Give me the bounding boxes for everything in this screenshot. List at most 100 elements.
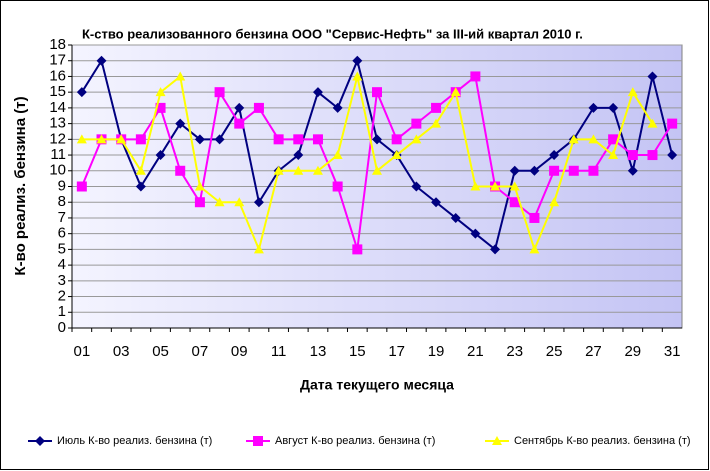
marker <box>627 165 638 176</box>
marker <box>253 244 264 254</box>
marker <box>549 197 560 207</box>
x-tick-label: 17 <box>388 343 405 360</box>
legend-label: Июль К-во реализ. бензина (т) <box>57 435 212 447</box>
x-tick-label: 21 <box>467 343 484 360</box>
marker <box>391 134 402 145</box>
marker <box>253 102 264 113</box>
marker <box>312 87 323 98</box>
marker <box>588 134 599 144</box>
x-tick-label: 01 <box>73 343 90 360</box>
y-tick-label: 16 <box>49 67 66 84</box>
marker <box>293 165 304 175</box>
marker <box>293 150 304 161</box>
marker <box>135 165 146 175</box>
marker <box>273 134 284 145</box>
marker <box>214 87 225 98</box>
marker <box>391 150 402 160</box>
y-tick-label: 7 <box>58 209 66 226</box>
marker <box>608 150 619 160</box>
marker <box>588 165 599 176</box>
y-tick-label: 18 <box>49 36 66 53</box>
marker <box>352 55 363 66</box>
marker <box>470 181 481 191</box>
marker <box>253 197 264 208</box>
marker <box>155 102 166 113</box>
marker <box>116 134 127 144</box>
y-tick-label: 17 <box>49 52 66 69</box>
marker <box>549 150 560 161</box>
marker <box>529 212 540 223</box>
marker <box>431 102 442 113</box>
chart-title: К-ство реализованного бензина ООО "Серви… <box>82 26 583 41</box>
x-tick-label: 19 <box>428 343 445 360</box>
marker <box>155 150 166 161</box>
marker <box>647 150 658 161</box>
y-axis-label: К-во реализ. бензина (т) <box>12 96 29 275</box>
marker <box>470 71 481 82</box>
x-tick-label: 29 <box>624 343 641 360</box>
marker <box>470 228 481 239</box>
y-tick-label: 4 <box>58 256 66 273</box>
legend-label: Август К-во реализ. бензина (т) <box>275 435 435 447</box>
marker <box>175 71 186 81</box>
y-tick-label: 6 <box>58 225 66 242</box>
marker <box>411 181 422 192</box>
marker <box>450 87 461 97</box>
marker <box>214 134 225 145</box>
marker <box>194 181 205 191</box>
marker <box>588 102 599 113</box>
marker <box>372 134 382 145</box>
x-tick-label: 09 <box>231 343 248 360</box>
marker <box>667 118 678 129</box>
x-tick-label: 11 <box>271 343 287 360</box>
marker <box>175 165 186 176</box>
legend-marker <box>253 436 263 446</box>
marker <box>647 118 658 128</box>
marker <box>312 134 323 145</box>
marker <box>234 197 245 207</box>
marker <box>234 118 245 129</box>
y-tick-label: 10 <box>49 162 66 179</box>
y-tick-label: 12 <box>49 130 66 147</box>
marker <box>549 165 560 176</box>
marker <box>352 244 363 255</box>
y-tick-label: 9 <box>58 177 66 194</box>
marker <box>372 165 382 175</box>
marker <box>509 165 520 176</box>
y-tick-label: 15 <box>49 83 66 100</box>
marker <box>509 181 520 191</box>
marker <box>529 244 540 254</box>
marker <box>194 134 205 145</box>
marker <box>490 244 501 255</box>
y-tick-label: 2 <box>58 288 66 305</box>
marker <box>411 118 422 129</box>
x-tick-label: 15 <box>349 343 366 360</box>
marker <box>76 134 87 144</box>
y-tick-label: 13 <box>49 115 66 132</box>
marker <box>352 71 363 81</box>
legend-label: Сентябрь К-во реализ. бензина (т) <box>514 435 691 447</box>
legend-marker <box>492 436 502 445</box>
legend-marker <box>35 436 45 446</box>
marker <box>312 165 323 175</box>
marker <box>76 87 87 98</box>
marker <box>509 197 520 208</box>
marker <box>608 102 619 113</box>
y-tick-label: 1 <box>58 303 66 320</box>
marker <box>135 181 146 192</box>
marker <box>76 181 87 192</box>
marker <box>293 134 304 145</box>
marker <box>234 102 245 113</box>
y-tick-label: 11 <box>50 146 66 163</box>
y-tick-label: 8 <box>58 193 66 210</box>
marker <box>96 55 107 66</box>
x-tick-label: 31 <box>664 343 681 360</box>
marker <box>135 134 146 145</box>
marker <box>332 102 343 113</box>
marker <box>568 165 579 176</box>
marker <box>667 150 678 161</box>
marker <box>194 197 205 208</box>
marker <box>450 212 461 223</box>
x-tick-label: 03 <box>113 343 130 360</box>
